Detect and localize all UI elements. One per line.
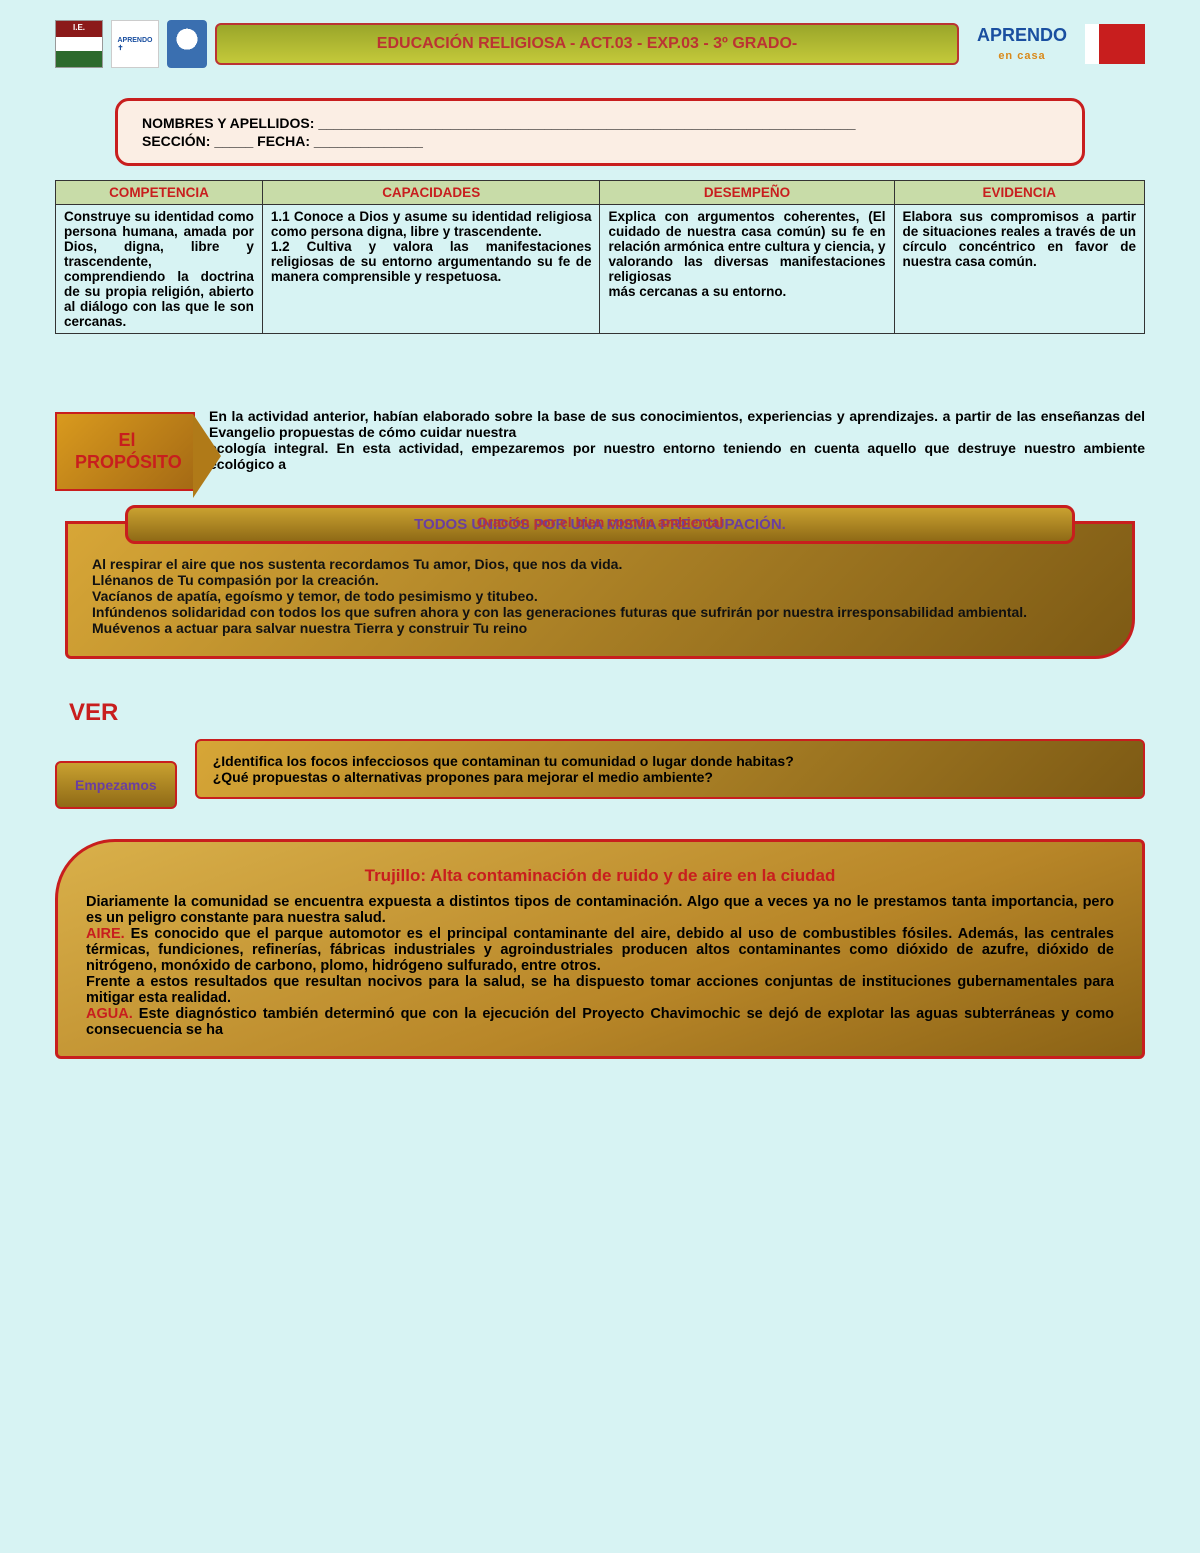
aprendo-en-casa-logo: APRENDO en casa [967,26,1077,62]
aprendo-word: APRENDO [977,25,1067,45]
aprendo-small-logo-icon: APRENDO✝ [111,20,159,68]
proposito-label-arrow: El PROPÓSITO [55,412,195,491]
proposito-section: El PROPÓSITO En la actividad anterior, h… [55,404,1145,491]
prayer-section: Oración por el bien común ambiental TODO… [65,521,1135,659]
student-info-box: NOMBRES Y APELLIDOS: ___________________… [115,98,1085,166]
school-logo-icon [55,20,103,68]
prayer-subtitle: Oración por el bien común ambiental [128,514,1072,530]
header-strip: APRENDO✝ EDUCACIÓN RELIGIOSA - ACT.03 - … [55,20,1145,68]
cell-competencia: Construye su identidad como persona huma… [56,205,263,334]
table-header-row: COMPETENCIA CAPACIDADES DESEMPEÑO EVIDEN… [56,181,1145,205]
cell-desempeno: Explica con argumentos coherentes, (El c… [600,205,894,334]
th-desempeno: DESEMPEÑO [600,181,894,205]
article-agua: AGUA. Este diagnóstico también determinó… [86,1006,1114,1038]
th-evidencia: EVIDENCIA [894,181,1145,205]
th-capacidades: CAPACIDADES [262,181,600,205]
name-line[interactable]: NOMBRES Y APELLIDOS: ___________________… [142,115,1058,131]
document-title: EDUCACIÓN RELIGIOSA - ACT.03 - EXP.03 - … [215,23,959,65]
empezamos-label: Empezamos [55,761,177,809]
odec-logo-icon [167,20,207,68]
th-competencia: COMPETENCIA [56,181,263,205]
agua-keyword: AGUA. [86,1006,133,1022]
aire-keyword: AIRE. [86,926,125,942]
competency-table: COMPETENCIA CAPACIDADES DESEMPEÑO EVIDEN… [55,180,1145,334]
cell-capacidades: 1.1 Conoce a Dios y asume su identidad r… [262,205,600,334]
proposito-text: En la actividad anterior, habían elabora… [209,404,1145,472]
ver-row: Empezamos ¿Identifica los focos infeccio… [55,739,1145,809]
peru-flag-icon [1085,24,1145,64]
agua-text: Este diagnóstico también determinó que c… [86,1006,1114,1038]
article-p1: Diariamente la comunidad se encuentra ex… [86,894,1114,926]
aire-text: Es conocido que el parque automotor es e… [86,926,1114,974]
article-title: Trujillo: Alta contaminación de ruido y … [86,866,1114,886]
section-date-line[interactable]: SECCIÓN: _____ FECHA: ______________ [142,133,1058,149]
article-aire: AIRE. Es conocido que el parque automoto… [86,926,1114,974]
article-p2: Frente a estos resultados que resultan n… [86,974,1114,1006]
ver-heading: VER [69,699,1145,727]
prayer-title-pill: Oración por el bien común ambiental TODO… [125,505,1075,544]
ver-questions: ¿Identifica los focos infecciosos que co… [195,739,1145,799]
en-casa-word: en casa [998,50,1045,62]
trujillo-article: Trujillo: Alta contaminación de ruido y … [55,839,1145,1059]
table-row: Construye su identidad como persona huma… [56,205,1145,334]
cell-evidencia: Elabora sus compromisos a partir de situ… [894,205,1145,334]
